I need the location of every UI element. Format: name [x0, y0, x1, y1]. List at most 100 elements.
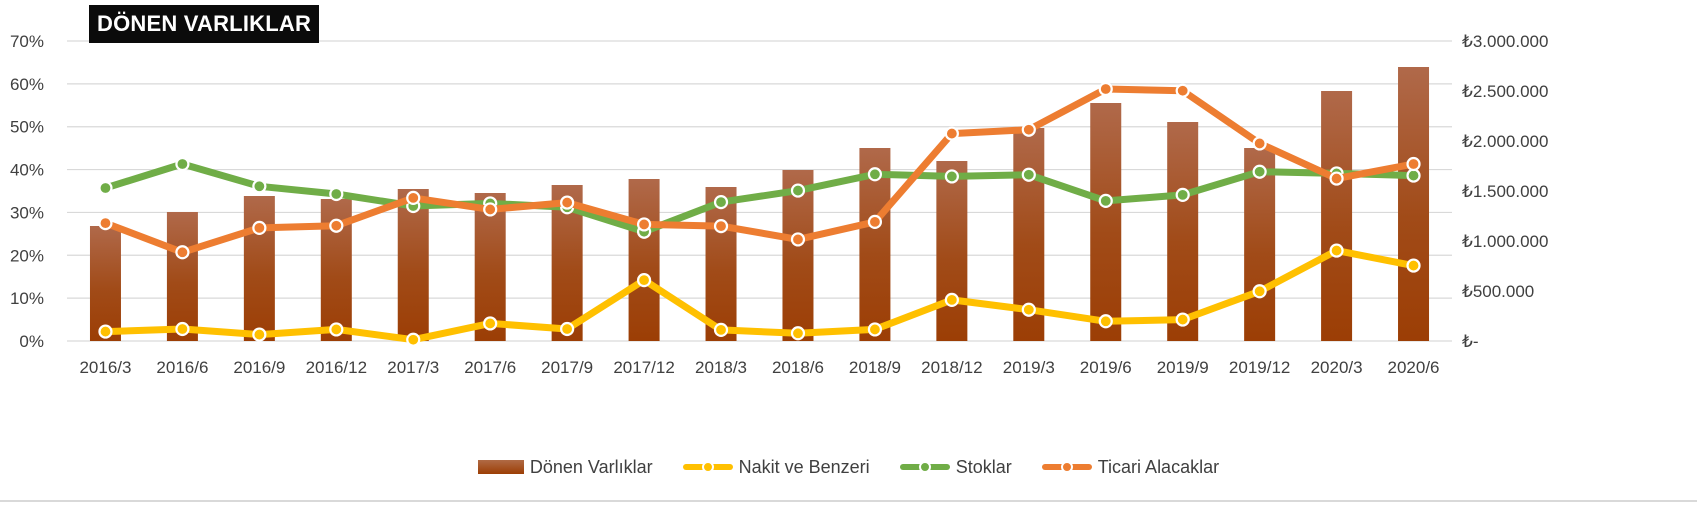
data-point	[1021, 122, 1036, 137]
series-line	[102, 85, 1417, 256]
right-tick-label: ₺2.500.000	[1462, 82, 1548, 101]
x-tick-label: 2017/6	[464, 358, 516, 377]
left-tick-label: 60%	[10, 75, 44, 94]
series-line	[102, 160, 1417, 236]
legend-label: Dönen Varlıklar	[529, 456, 653, 477]
bar	[782, 170, 814, 341]
bar	[1090, 103, 1122, 341]
x-tick-label: 2016/3	[79, 358, 131, 377]
x-tick-label: 2018/6	[772, 358, 824, 377]
data-point	[1329, 171, 1344, 186]
data-point	[252, 220, 267, 235]
data-point	[483, 316, 498, 331]
data-point	[1252, 164, 1267, 179]
data-point	[406, 190, 421, 205]
x-tick-label: 2019/12	[1229, 358, 1290, 377]
bar	[1321, 91, 1353, 341]
data-point	[713, 195, 729, 210]
data-point	[1329, 243, 1344, 258]
x-tick-label: 2018/3	[695, 358, 747, 377]
x-tick-label: 2016/9	[233, 358, 285, 377]
bar-series	[89, 67, 1430, 341]
left-tick-label: 50%	[10, 118, 44, 137]
data-point	[175, 245, 190, 260]
data-point	[1098, 193, 1113, 208]
right-tick-label: ₺2.000.000	[1462, 132, 1548, 151]
data-point	[329, 218, 344, 233]
data-point	[252, 327, 267, 342]
bar	[628, 179, 660, 341]
data-point	[175, 156, 190, 172]
data-point	[1098, 314, 1113, 329]
gridlines	[67, 40, 1452, 342]
data-point	[1021, 302, 1036, 317]
right-tick-label: ₺1.500.000	[1462, 182, 1548, 201]
data-point	[944, 169, 959, 184]
left-tick-label: 10%	[10, 289, 44, 308]
data-point	[1021, 167, 1036, 182]
data-point	[329, 322, 344, 337]
x-tick-label: 2016/6	[156, 358, 208, 377]
data-point	[790, 326, 806, 341]
bar	[936, 161, 968, 341]
data-point	[636, 217, 652, 232]
data-point	[944, 126, 959, 141]
left-tick-label: 40%	[10, 161, 44, 180]
data-point	[867, 214, 883, 229]
legend-swatch-bar	[477, 460, 524, 474]
axis-labels: 0% 10% 20% 30% 40% 50% 60% 70% ₺- ₺500.000 ₺1.000.…	[10, 32, 1548, 377]
data-point	[560, 321, 575, 337]
data-point	[560, 195, 575, 210]
data-point	[1098, 81, 1113, 97]
bottom-rule	[0, 500, 1697, 502]
x-tick-label: 2020/6	[1388, 358, 1440, 377]
x-tick-label: 2019/3	[1003, 358, 1055, 377]
legend-item-nakit: Nakit ve Benzeri	[682, 456, 870, 478]
data-point	[329, 186, 344, 202]
data-point	[636, 273, 652, 288]
data-point	[98, 324, 113, 339]
x-tick-label: 2017/3	[387, 358, 439, 377]
bar	[705, 187, 737, 341]
data-point	[1252, 136, 1267, 151]
x-tick-label: 2019/9	[1157, 358, 1209, 377]
line-series	[98, 81, 1421, 347]
bar	[89, 226, 121, 341]
legend: Dönen Varlıklar Nakit ve Benzeri Stoklar…	[0, 452, 1697, 482]
right-tick-label: ₺-	[1462, 332, 1478, 351]
data-point	[1175, 83, 1190, 98]
data-point	[1175, 187, 1190, 202]
data-point	[175, 321, 190, 337]
data-point	[1406, 258, 1421, 273]
x-tick-label: 2016/12	[306, 358, 367, 377]
legend-swatch-line	[899, 460, 950, 474]
series-line	[102, 247, 1417, 344]
x-tick-label: 2018/12	[921, 358, 982, 377]
bar	[1244, 148, 1276, 341]
legend-item-donen-varliklar: Dönen Varlıklar	[477, 456, 653, 478]
legend-label: Ticari Alacaklar	[1097, 456, 1220, 477]
right-tick-label: ₺3.000.000	[1462, 32, 1548, 51]
right-tick-label: ₺500.000	[1462, 282, 1534, 301]
legend-item-stoklar: Stoklar	[899, 457, 1012, 478]
data-point	[790, 183, 806, 198]
legend-swatch-line	[682, 460, 733, 474]
bar	[166, 212, 198, 341]
legend-label: Nakit ve Benzeri	[738, 456, 870, 477]
data-point	[1252, 284, 1267, 299]
left-tick-label: 30%	[10, 203, 44, 222]
data-point	[1406, 168, 1421, 183]
bar	[1398, 67, 1430, 341]
data-point	[252, 179, 267, 194]
left-tick-label: 20%	[10, 246, 44, 265]
data-point	[1175, 312, 1190, 327]
data-point	[867, 167, 883, 182]
right-tick-label: ₺1.000.000	[1462, 232, 1548, 251]
data-point	[944, 292, 959, 307]
data-point	[98, 180, 113, 196]
x-tick-label: 2018/9	[849, 358, 901, 377]
x-tick-label: 2017/12	[613, 358, 674, 377]
data-point	[483, 202, 498, 217]
